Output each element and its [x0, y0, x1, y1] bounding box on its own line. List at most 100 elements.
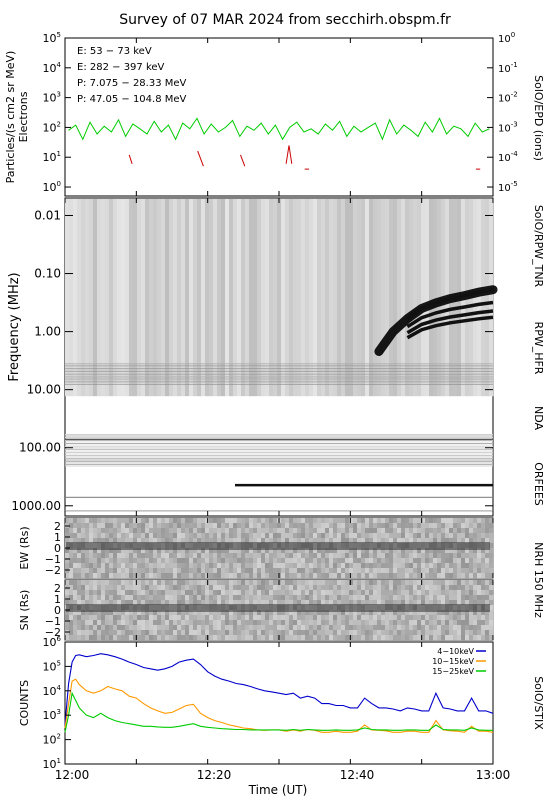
nrh-pixel	[205, 523, 210, 529]
nrh-pixel	[473, 625, 478, 631]
nrh-ytick: −2	[45, 626, 61, 639]
nrh-pixel	[73, 573, 78, 579]
nrh-pixel	[93, 615, 98, 621]
nrh-pixel	[281, 580, 286, 586]
nrh-pixel	[205, 595, 210, 601]
nrh-pixel	[381, 620, 386, 626]
nrh-pixel	[69, 635, 74, 641]
nrh-pixel	[253, 635, 258, 641]
nrh-pixel	[269, 635, 274, 641]
nrh-pixel	[485, 573, 490, 579]
nrh-pixel	[373, 523, 378, 529]
nrh-pixel	[161, 538, 166, 544]
nrh-pixel	[345, 600, 350, 606]
nrh-pixel	[489, 518, 494, 524]
nrh-pixel	[241, 553, 246, 559]
nrh-pixel	[297, 595, 302, 601]
nrh-pixel	[429, 580, 434, 586]
nrh-pixel	[173, 533, 178, 539]
orfees-band	[65, 453, 493, 455]
nrh-pixel	[169, 573, 174, 579]
nrh-pixel	[289, 553, 294, 559]
nrh-pixel	[257, 568, 262, 574]
nrh-pixel	[361, 620, 366, 626]
nrh-pixel	[489, 625, 494, 631]
spectrogram-ytick: 10.00	[27, 383, 61, 397]
nrh-pixel	[317, 528, 322, 534]
nrh-pixel	[361, 518, 366, 524]
nrh-pixel	[105, 585, 110, 591]
nrh-pixel	[389, 595, 394, 601]
nrh-pixel	[321, 568, 326, 574]
nrh-pixel	[313, 568, 318, 574]
nrh-pixel	[441, 630, 446, 636]
nrh-pixel	[321, 635, 326, 641]
nrh-pixel	[429, 590, 434, 596]
nrh-pixel	[85, 585, 90, 591]
nrh-pixel	[101, 600, 106, 606]
nrh-pixel	[397, 635, 402, 641]
nrh-pixel	[421, 580, 426, 586]
nrh-pixel	[361, 558, 366, 564]
nrh-pixel	[481, 585, 486, 591]
nrh-pixel	[209, 553, 214, 559]
nrh-pixel	[441, 635, 446, 641]
nrh-pixel	[293, 518, 298, 524]
nrh-pixel	[201, 595, 206, 601]
nrh-pixel	[65, 620, 70, 626]
nrh-pixel	[241, 580, 246, 586]
nrh-pixel	[197, 620, 202, 626]
nrh-pixel	[465, 528, 470, 534]
nrh-pixel	[293, 625, 298, 631]
nrh-pixel	[209, 610, 214, 616]
nrh-pixel	[361, 580, 366, 586]
nrh-pixel	[217, 580, 222, 586]
nrh-pixel	[449, 573, 454, 579]
nrh-pixel	[285, 518, 290, 524]
nrh-pixel	[233, 590, 238, 596]
nrh-pixel	[97, 595, 102, 601]
nrh-pixel	[265, 568, 270, 574]
nrh-pixel	[309, 563, 314, 569]
nrh-pixel	[449, 568, 454, 574]
nrh-pixel	[413, 595, 418, 601]
nrh-pixel	[473, 635, 478, 641]
nrh-pixel	[385, 630, 390, 636]
nrh-pixel	[217, 563, 222, 569]
nrh-pixel	[225, 528, 230, 534]
nrh-pixel	[357, 558, 362, 564]
nrh-pixel	[345, 630, 350, 636]
nrh-pixel	[177, 590, 182, 596]
nrh-pixel	[233, 523, 238, 529]
nrh-pixel	[113, 548, 118, 554]
nrh-pixel	[225, 558, 230, 564]
nrh-pixel	[245, 595, 250, 601]
nrh-pixel	[361, 630, 366, 636]
nrh-pixel	[449, 600, 454, 606]
nrh-pixel	[413, 518, 418, 524]
nrh-pixel	[489, 533, 494, 539]
nrh-pixel	[189, 585, 194, 591]
nrh-pixel	[457, 538, 462, 544]
nrh-pixel	[293, 538, 298, 544]
nrh-pixel	[285, 548, 290, 554]
nrh-pixel	[105, 590, 110, 596]
orfees-band	[65, 434, 493, 435]
nrh-pixel	[145, 563, 150, 569]
nrh-pixel	[77, 533, 82, 539]
nrh-pixel	[285, 553, 290, 559]
nrh-pixel	[401, 538, 406, 544]
nrh-pixel	[101, 585, 106, 591]
nrh-pixel	[93, 600, 98, 606]
nrh-pixel	[329, 518, 334, 524]
orfees-band	[65, 465, 493, 467]
nrh-pixel	[369, 595, 374, 601]
nrh-pixel	[269, 518, 274, 524]
nrh-pixel	[285, 595, 290, 601]
nrh-pixel	[205, 538, 210, 544]
nrh-pixel	[229, 610, 234, 616]
hfr-band	[65, 382, 493, 384]
nrh-pixel	[157, 585, 162, 591]
epd-series-segment-2	[240, 154, 246, 167]
nrh-pixel	[337, 585, 342, 591]
